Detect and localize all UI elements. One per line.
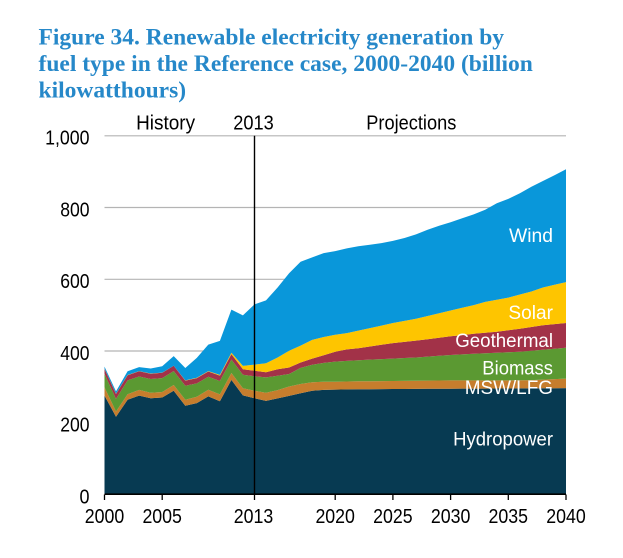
svg-text:MSW/LFG: MSW/LFG bbox=[465, 378, 553, 399]
svg-text:2013: 2013 bbox=[233, 112, 274, 134]
svg-text:2040: 2040 bbox=[546, 506, 586, 528]
svg-text:Geothermal: Geothermal bbox=[455, 331, 553, 352]
svg-text:1,000: 1,000 bbox=[45, 128, 89, 150]
svg-text:2013: 2013 bbox=[234, 506, 274, 528]
svg-text:Solar: Solar bbox=[508, 303, 553, 324]
svg-text:kilowatthours): kilowatthours) bbox=[39, 77, 187, 103]
svg-text:800: 800 bbox=[60, 199, 89, 221]
svg-text:0: 0 bbox=[80, 486, 90, 508]
svg-text:Figure 34. Renewable electrici: Figure 34. Renewable electricity generat… bbox=[39, 24, 505, 50]
svg-text:Hydropower: Hydropower bbox=[453, 430, 554, 451]
svg-text:2025: 2025 bbox=[373, 506, 413, 528]
svg-text:200: 200 bbox=[60, 415, 89, 437]
svg-text:fuel type in the Reference cas: fuel type in the Reference case, 2000-20… bbox=[39, 51, 533, 77]
svg-text:2020: 2020 bbox=[315, 506, 355, 528]
svg-text:600: 600 bbox=[60, 271, 89, 293]
svg-text:History: History bbox=[136, 112, 195, 134]
svg-text:2000: 2000 bbox=[85, 506, 125, 528]
svg-text:Projections: Projections bbox=[366, 112, 456, 134]
svg-text:400: 400 bbox=[60, 343, 89, 365]
svg-text:Biomass: Biomass bbox=[482, 359, 553, 380]
svg-text:2005: 2005 bbox=[142, 506, 182, 528]
svg-text:2035: 2035 bbox=[489, 506, 529, 528]
svg-text:Wind: Wind bbox=[509, 226, 553, 247]
svg-text:2030: 2030 bbox=[431, 506, 471, 528]
